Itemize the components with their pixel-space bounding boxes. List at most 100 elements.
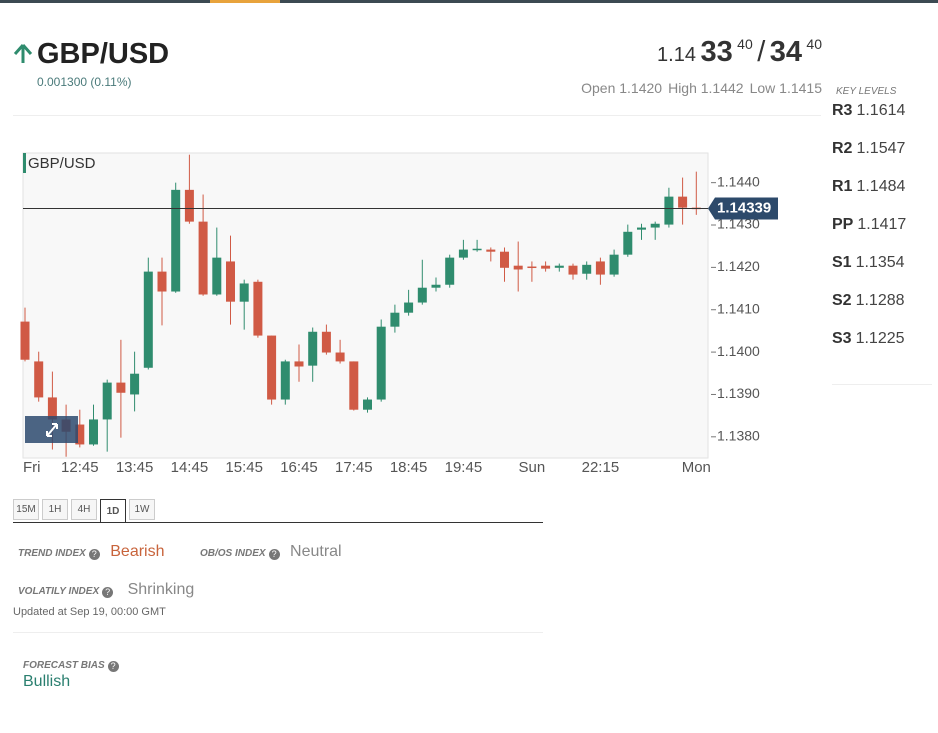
trend-index: TREND INDEX? Bearish [18, 543, 165, 561]
candle-body [595, 261, 605, 275]
candle-body [390, 312, 400, 327]
candle-body [445, 257, 455, 285]
plot-area [22, 152, 709, 459]
divider [13, 115, 821, 116]
timeframe-button[interactable]: 15M [13, 499, 39, 520]
key-level: S1 1.1354 [832, 254, 905, 272]
candle-body [363, 399, 372, 410]
candle-body [226, 261, 235, 302]
candle-body [650, 223, 660, 228]
x-tick-label: 16:45 [280, 459, 318, 476]
title-marker [23, 153, 26, 173]
candle-body [513, 265, 523, 270]
price: 1.14 33 40 / 34 40 [657, 36, 822, 69]
help-icon[interactable]: ? [102, 587, 114, 598]
index-label: TREND INDEX [18, 548, 86, 559]
candle-body [116, 382, 126, 393]
key-level: S3 1.1225 [832, 330, 905, 348]
candle-body [541, 265, 551, 269]
help-icon[interactable]: ? [88, 549, 100, 560]
current-price-pointer [708, 197, 778, 220]
bid-main: 33 [700, 36, 733, 68]
chart-title: GBP/USD [28, 155, 96, 172]
y-tick-label: 1.1420 [717, 258, 760, 274]
candle-body [294, 361, 304, 367]
index-label: OB/OS INDEX [200, 548, 266, 559]
candle-body [417, 287, 427, 303]
help-icon[interactable]: ? [268, 549, 280, 560]
x-tick-label: 22:15 [582, 459, 620, 476]
expand-button[interactable] [25, 416, 78, 443]
stat-open: Open 1.1420 [581, 80, 663, 96]
candle-body [376, 326, 386, 400]
candle-body [171, 189, 181, 292]
x-tick-label: 18:45 [390, 459, 428, 476]
candle-body [637, 227, 646, 230]
candle-body [157, 271, 167, 292]
expand-icon [46, 423, 58, 437]
candle-body [143, 271, 153, 368]
level-name: PP [832, 216, 854, 233]
candle-body [335, 352, 345, 362]
key-level: S2 1.1288 [832, 292, 905, 310]
timeframes: 15M 1H 4H 1D 1W [13, 499, 155, 523]
index-value: Bearish [110, 543, 165, 560]
level-name: R3 [832, 102, 853, 119]
candle-body [267, 335, 277, 400]
level-name: R2 [832, 140, 853, 157]
y-tick-label: 1.1380 [717, 428, 760, 444]
candle-body [47, 397, 57, 420]
x-tick-label: Sun [519, 459, 546, 476]
candle-body [431, 284, 441, 288]
index-value: Neutral [290, 543, 342, 560]
level-value: 1.1614 [856, 102, 906, 119]
level-value: 1.1484 [856, 178, 906, 195]
forecast-label: FORECAST BIAS [23, 660, 105, 671]
key-level: R2 1.1547 [832, 140, 905, 158]
x-tick-label: Mon [682, 459, 711, 476]
candle-body [609, 254, 619, 275]
help-icon[interactable]: ? [107, 661, 119, 672]
candle-body [34, 361, 44, 398]
chart: GBP/USD 1.1380 1.1390 1.1400 1.1410 1.1420 1.… [20, 152, 778, 476]
candle-body [75, 424, 85, 445]
volatility-index: VOLATILY INDEX? Shrinking [18, 581, 194, 599]
ask-sup: 40 [806, 36, 822, 52]
candle-body [527, 266, 537, 269]
index-label: VOLATILY INDEX [18, 586, 100, 597]
level-value: 1.1354 [855, 254, 905, 271]
x-tick-label: 14:45 [171, 459, 209, 476]
candle-body [500, 251, 509, 268]
timeframe-underline [13, 522, 543, 523]
timeframe-button[interactable]: 4H [71, 499, 97, 520]
change: 0.001300 (0.11%) [37, 75, 132, 89]
up-arrow [13, 44, 33, 63]
candle-body [349, 361, 359, 410]
timeframe-button[interactable]: 1H [42, 499, 68, 520]
candle-body [472, 248, 482, 251]
obos-index: OB/OS INDEX? Neutral [200, 543, 342, 561]
x-tick-label: 12:45 [61, 459, 99, 476]
key-level: R1 1.1484 [832, 178, 905, 196]
level-value: 1.1417 [857, 216, 907, 233]
bid-sup: 40 [737, 36, 753, 52]
symbol: GBP/USD [37, 38, 170, 70]
stats: Open 1.1420 High 1.1442 Low 1.1415 [575, 80, 822, 96]
timeframe-button[interactable]: 1W [129, 499, 155, 520]
candle-body [623, 231, 633, 255]
candle-body [554, 265, 564, 268]
timeframe-button[interactable]: 1D [100, 499, 126, 523]
key-levels-title: KEY LEVELS [836, 86, 897, 97]
level-value: 1.1288 [855, 292, 905, 309]
level-value: 1.1547 [856, 140, 906, 157]
candle-body [239, 283, 249, 302]
divider [832, 384, 932, 385]
candle-body [664, 196, 674, 225]
key-level: PP 1.1417 [832, 216, 906, 234]
y-tick-label: 1.1390 [717, 385, 760, 401]
x-tick-label: 13:45 [116, 459, 154, 476]
candle-body [678, 196, 688, 208]
candle-body [253, 281, 263, 336]
candle-body [458, 249, 468, 258]
index-value: Shrinking [127, 581, 195, 598]
